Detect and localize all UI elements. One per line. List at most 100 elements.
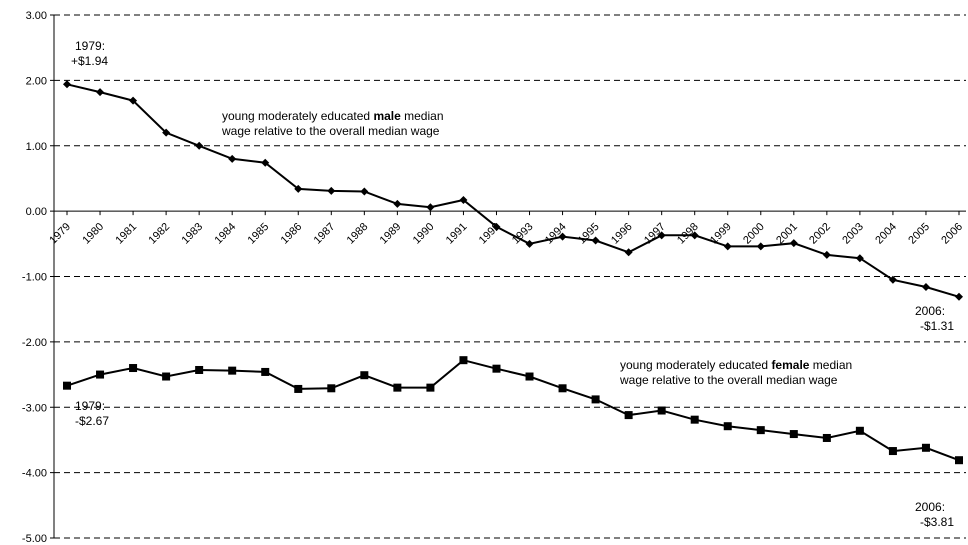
female-end-annotation: 2006: -$3.81 [915,500,954,529]
y-tick-label: 2.00 [26,75,47,87]
x-tick-label: 1982 [146,221,172,247]
male-end-year: 2006: [915,304,945,318]
y-tick-label: 0.00 [26,206,47,218]
female-label-post: median [809,358,852,372]
male-point [723,242,732,251]
male-point [756,242,765,251]
series-markers [63,80,963,465]
female-point [393,383,402,392]
female-point [955,456,963,465]
female-point [921,443,930,452]
x-tick-label: 1992 [477,221,503,247]
female-point [96,370,105,379]
y-tick-label: -3.00 [22,402,47,414]
female-series-line [66,359,960,462]
female-point [195,365,204,374]
x-tick-label: 1983 [179,221,205,247]
female-label-bold: female [771,358,809,372]
female-point [129,364,138,373]
x-tick-label: 1988 [345,221,371,247]
male-end-value: -$1.31 [920,319,954,333]
male-point [657,231,666,240]
male-series-label: young moderately educated male median wa… [221,109,447,138]
female-start-year: 1979: [75,399,105,413]
male-point [294,184,303,193]
female-end-value: -$3.81 [920,515,954,529]
female-point [558,384,567,393]
female-point [723,422,732,431]
female-point [63,381,71,390]
male-start-annotation: 1979: +$1.94 [71,39,108,68]
x-tick-label: 1989 [378,221,404,247]
male-point [955,292,963,301]
series-lines [66,83,960,462]
x-tick-label: 2006 [939,221,965,247]
y-tick-label: 3.00 [26,10,47,22]
y-tick-label: -5.00 [22,533,47,545]
x-tick-label: 1990 [411,221,437,247]
male-label-line2: wage relative to the overall median wage [221,124,440,138]
male-point [624,248,633,257]
x-tick-label: 2002 [807,221,833,247]
y-tick-label: -1.00 [22,272,47,284]
x-tick-labels: 1979 1980 1981 1982 1983 1984 1985 1986 1987 1988… [47,221,965,247]
female-label-pre: young moderately educated [620,358,771,372]
x-tick-label: 1979 [47,221,73,247]
female-point [261,367,270,376]
x-tick-label: 1987 [312,221,338,247]
axes [50,14,966,539]
male-point [96,88,105,97]
male-point [888,275,897,284]
x-tick-label: 1995 [576,221,602,247]
x-tick-label: 1986 [279,221,305,247]
y-tick-label: 1.00 [26,141,47,153]
x-tick-label: 1984 [213,221,239,247]
male-point [393,199,402,208]
female-series-label: young moderately educated female median … [619,358,856,387]
male-point [789,239,798,248]
female-start-value: -$2.67 [75,414,109,428]
female-point [822,433,831,442]
x-tick-label: 2000 [741,221,767,247]
female-point [525,372,534,381]
male-point [921,282,930,291]
male-label-post: median [401,109,444,123]
female-end-year: 2006: [915,500,945,514]
male-point [558,232,567,241]
female-point [624,411,633,420]
gridlines [54,14,966,539]
female-point [228,366,237,375]
x-tick-label: 2003 [840,221,866,247]
male-point [591,236,600,245]
female-point [888,447,897,456]
male-point [426,203,435,212]
female-point [294,384,303,393]
female-point [657,406,666,415]
male-label-bold: male [373,109,401,123]
x-tick-label: 1996 [609,221,635,247]
male-point [195,141,204,150]
male-point [228,154,237,163]
male-label-pre: young moderately educated [222,109,373,123]
male-series-line [66,83,960,298]
male-point [261,158,270,167]
x-tick-label: 1991 [444,221,470,247]
female-point [162,372,171,381]
male-point [327,186,336,195]
male-point [492,222,501,231]
male-point [525,239,534,248]
male-point [822,250,831,259]
female-point [492,364,501,373]
x-tick-label: 1994 [543,221,569,247]
x-tick-label: 1981 [113,221,139,247]
x-tick-label: 1980 [80,221,106,247]
female-point [327,384,336,393]
male-point [360,187,369,196]
male-start-year: 1979: [75,39,105,53]
y-tick-labels: 3.00 2.00 1.00 0.00 -1.00 -2.00 -3.00 -4.00 -5.0… [22,10,47,545]
male-point [63,80,71,89]
female-point [789,430,798,439]
female-point [756,426,765,435]
female-point [426,383,435,392]
